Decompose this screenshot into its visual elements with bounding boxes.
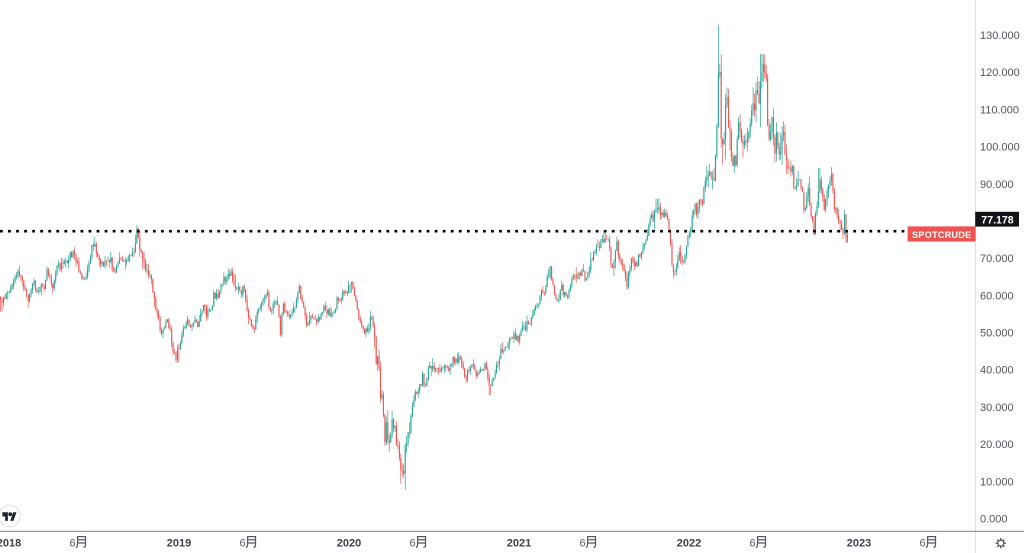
svg-text:0.000: 0.000 <box>980 514 1008 526</box>
svg-text:6: 6 <box>239 537 245 549</box>
svg-text:40.000: 40.000 <box>980 365 1014 377</box>
svg-text:2022: 2022 <box>677 537 701 549</box>
svg-text:6: 6 <box>579 537 585 549</box>
svg-text:70.000: 70.000 <box>980 253 1014 265</box>
svg-text:60.000: 60.000 <box>980 290 1014 302</box>
svg-text:90.000: 90.000 <box>980 179 1014 191</box>
svg-text:77.178: 77.178 <box>981 214 1014 226</box>
svg-text:130.000: 130.000 <box>980 30 1020 42</box>
svg-text:6: 6 <box>69 537 75 549</box>
svg-text:2020: 2020 <box>337 537 361 549</box>
svg-text:SPOTCRUDE: SPOTCRUDE <box>912 230 971 240</box>
svg-text:6: 6 <box>409 537 415 549</box>
svg-text:6: 6 <box>919 537 925 549</box>
svg-text:2021: 2021 <box>507 537 531 549</box>
svg-text:6: 6 <box>749 537 755 549</box>
svg-text:100.000: 100.000 <box>980 142 1020 154</box>
svg-text:2023: 2023 <box>847 537 871 549</box>
svg-text:2019: 2019 <box>167 537 191 549</box>
svg-text:120.000: 120.000 <box>980 67 1020 79</box>
svg-text:20.000: 20.000 <box>980 439 1014 451</box>
svg-text:10.000: 10.000 <box>980 476 1014 488</box>
svg-text:50.000: 50.000 <box>980 328 1014 340</box>
svg-text:2018: 2018 <box>0 537 21 549</box>
svg-text:110.000: 110.000 <box>980 104 1019 116</box>
svg-text:30.000: 30.000 <box>980 402 1014 414</box>
